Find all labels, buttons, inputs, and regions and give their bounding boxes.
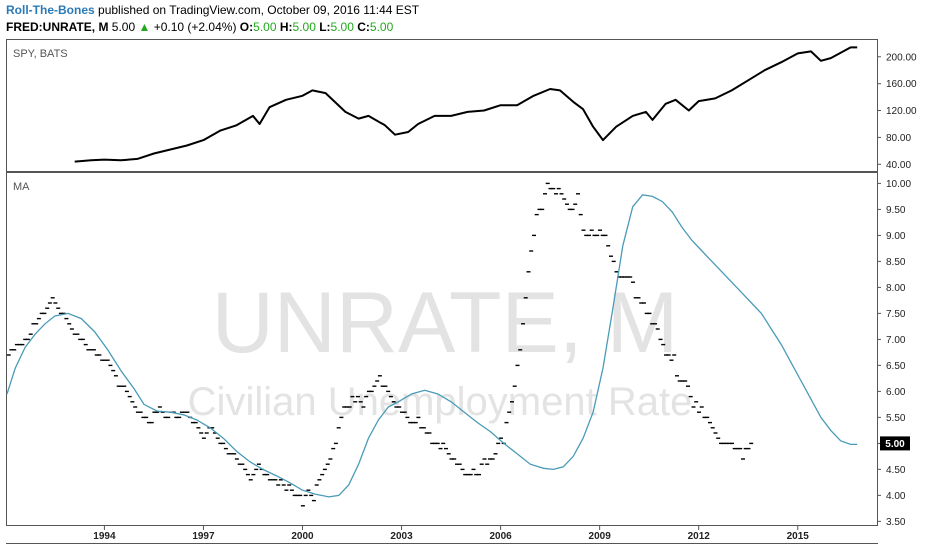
spy-axis-tick-label: 160.00 [886, 79, 917, 90]
time-axis-tick-label: 2003 [390, 531, 413, 542]
ma-axis-tick-label: 8.50 [886, 257, 906, 268]
publish-info: published on TradingView.com, October 09… [98, 3, 420, 17]
time-axis-tick-label: 2015 [787, 531, 810, 542]
close-label: C: [357, 20, 370, 34]
ma-price-axis[interactable]: 10.00 9.50 9.00 8.50 8.00 7.50 7.00 6.50 6.00 5.5… [877, 179, 911, 528]
spy-pane-label: SPY, BATS [13, 48, 68, 60]
time-axis-tick-label: 2012 [688, 531, 711, 542]
ma-axis-tick-label: 6.00 [886, 387, 906, 398]
time-axis-tick-label: 1994 [93, 531, 116, 542]
spy-axis-tick-label: 120.00 [886, 106, 917, 117]
low-label: L: [319, 20, 331, 34]
ma-axis-tick-label: 9.00 [886, 231, 906, 242]
change-value: +0.10 (+2.04%) [153, 20, 237, 34]
ma-pane-label: MA [13, 181, 30, 193]
low-value: 5.00 [330, 20, 354, 34]
open-label: O: [239, 20, 254, 34]
ma-axis-tick-label: 4.50 [886, 465, 906, 476]
spy-axis-tick-label: 40.00 [886, 160, 911, 171]
spy-price-axis[interactable]: 200.00 160.00 120.00 80.00 40.00 [877, 52, 917, 171]
spy-price-line [74, 46, 858, 163]
spy-axis-tick-label: 200.00 [886, 52, 917, 63]
ma-axis-tick-label: 3.50 [886, 517, 906, 528]
ma-axis-tick-label: 9.50 [886, 205, 906, 216]
up-triangle-icon: ▲ [138, 20, 151, 34]
chart-header: Roll-The-Bones published on TradingView.… [6, 2, 419, 36]
time-axis-tick-label: 2006 [489, 531, 512, 542]
symbol-label[interactable]: FRED:UNRATE, M [6, 20, 109, 34]
ma-axis-tick-label: 10.00 [886, 179, 911, 190]
ma-pane-frame [6, 172, 878, 526]
ma-axis-tick-label: 7.00 [886, 335, 906, 346]
author-link[interactable]: Roll-The-Bones [6, 3, 95, 17]
high-value: 5.00 [292, 20, 316, 34]
high-label: H: [279, 20, 293, 34]
close-value: 5.00 [369, 20, 394, 34]
ma-axis-tick-label: 7.50 [886, 309, 906, 320]
svg-text:5.00: 5.00 [885, 439, 905, 450]
time-axis[interactable]: 1994 1997 2000 2003 2006 2009 2012 2015 [93, 526, 809, 542]
time-axis-tick-label: 2009 [589, 531, 612, 542]
open-value: 5.00 [253, 20, 277, 34]
time-axis-tick-label: 2000 [291, 531, 314, 542]
spy-pane-frame [6, 39, 878, 172]
ma-axis-tick-label: 6.50 [886, 361, 906, 372]
ma-axis-tick-label: 4.00 [886, 491, 906, 502]
spy-axis-tick-label: 80.00 [886, 133, 911, 144]
watermark-title: UNRATE, M [212, 275, 679, 371]
unrate-monthly-dashes [6, 182, 754, 507]
watermark-subtitle: Civilian Unemployment Rate [188, 380, 693, 424]
last-value-badge: 5.00 [880, 436, 910, 451]
ma-axis-tick-label: 5.50 [886, 413, 906, 424]
moving-average-line [6, 194, 858, 498]
last-value: 5.00 [111, 20, 136, 34]
time-axis-tick-label: 1997 [192, 531, 215, 542]
ma-axis-tick-label: 8.00 [886, 283, 906, 294]
